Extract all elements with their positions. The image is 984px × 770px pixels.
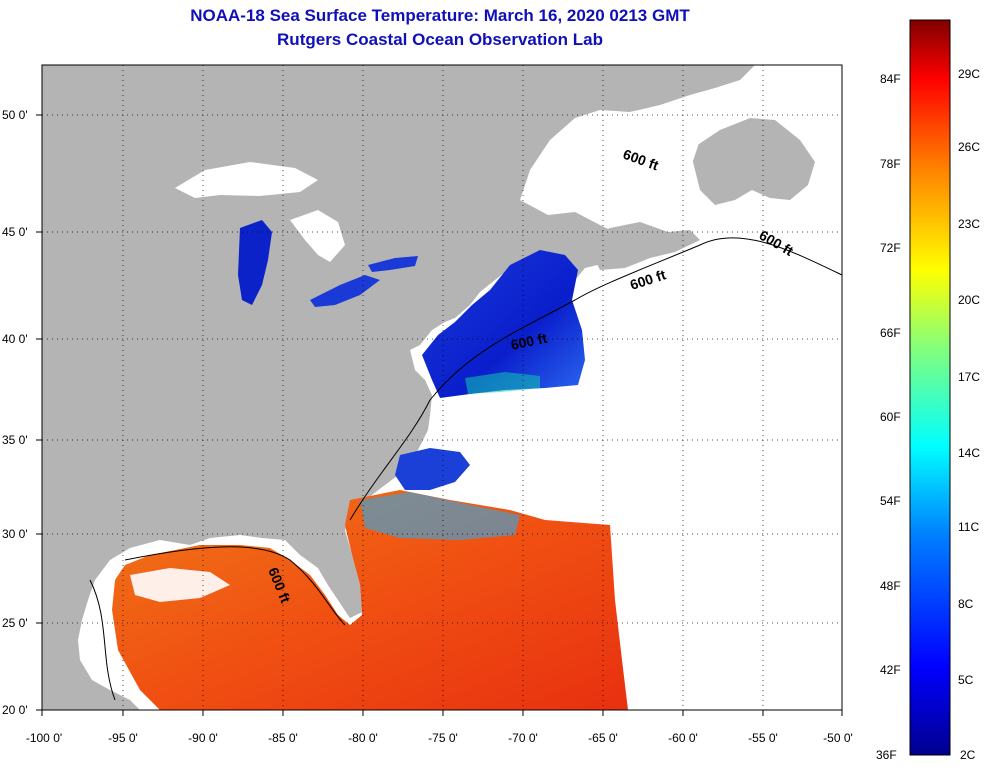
lat-tick-label: 45 0' [2,225,28,239]
gulf-st-lawrence [560,110,700,218]
colorbar-f-label: 48F [880,579,901,593]
sst-mixed-patch [360,492,520,540]
map-border [41,64,843,711]
land-nova-scotia [585,222,700,270]
lake-huron [290,210,345,262]
colorbar-f-label: 36F [876,748,897,762]
colorbar-f-label: 72F [880,241,901,255]
colorbar-c-label: 17C [958,370,981,384]
lon-tick-label: -95 0' [108,731,138,745]
map-subtitle: Rutgers Coastal Ocean Observation Lab [277,30,603,49]
land-newfoundland [690,118,815,205]
colorbar [909,19,951,756]
sst-carolina-patch [395,448,470,490]
lon-tick-label: -50 0' [823,731,853,745]
lon-tick-label: -75 0' [428,731,458,745]
colorbar-c-label: 5C [958,673,974,687]
lake-erie [310,275,380,307]
lat-tick-label: 25 0' [2,616,28,630]
lon-tick-label: -60 0' [668,731,698,745]
lat-tick-label: 40 0' [2,332,28,346]
sst-cold-region [422,250,585,398]
colorbar-f-label: 66F [880,326,901,340]
land-florida [300,530,362,618]
colorbar-f-label: 42F [880,663,901,677]
sst-shelf-band [465,372,540,394]
colorbar-c-label: 2C [960,748,976,762]
lon-tick-label: -85 0' [268,731,298,745]
colorbar-c-label: 26C [958,140,981,154]
lon-tick-label: -90 0' [188,731,218,745]
lon-tick-label: -55 0' [748,731,778,745]
lon-tick-label: -100 0' [25,731,63,745]
colorbar-c-label: 11C [958,520,980,534]
lake-superior [175,162,318,198]
lat-tick-label: 20 0' [2,703,28,717]
lat-tick-label: 30 0' [2,527,28,541]
lon-tick-label: -65 0' [588,731,618,745]
colorbar-f-label: 84F [880,72,901,86]
colorbar-c-label: 23C [958,217,981,231]
cloud-gulf [130,568,230,602]
tick-marks [36,114,843,716]
colorbar-c-label: 20C [958,293,981,307]
lon-tick-label: -70 0' [508,731,538,745]
land-north-america [42,65,755,710]
lake-ontario [368,256,418,272]
lat-tick-label: 35 0' [2,433,28,447]
isobath-600ft [89,237,843,701]
grid [42,65,842,710]
lon-tick-label: -80 0' [348,731,378,745]
map-title: NOAA-18 Sea Surface Temperature: March 1… [190,6,690,25]
lat-tick-label: 50 0' [2,108,28,122]
colorbar-f-label: 54F [880,494,901,508]
lake-michigan [238,220,272,305]
colorbar-c-label: 29C [958,67,981,81]
colorbar-f-label: 78F [880,157,901,171]
sst-warm-region [112,490,628,710]
depth-label-midatlantic: 600 ft [509,330,548,353]
land-yucatan [42,690,140,710]
colorbar-c-label: 8C [958,597,974,611]
colorbar-f-label: 60F [880,410,901,424]
colorbar-c-label: 14C [958,446,981,460]
